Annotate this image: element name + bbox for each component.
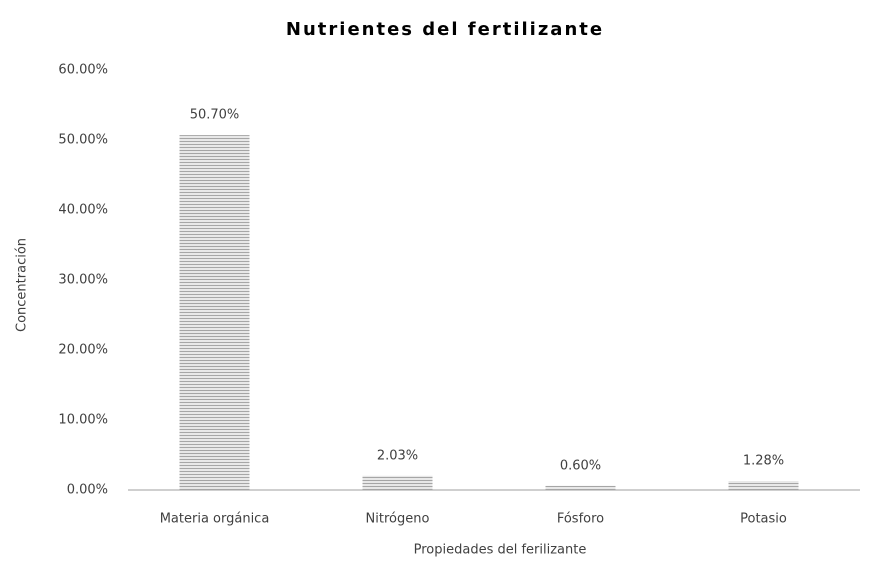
x-tick-label: Fósforo bbox=[557, 512, 604, 527]
y-tick-label: 10.00% bbox=[58, 413, 108, 428]
y-tick-label: 60.00% bbox=[58, 63, 108, 78]
x-tick-label: Potasio bbox=[740, 512, 787, 527]
x-tick-label: Materia orgánica bbox=[160, 512, 270, 527]
bar bbox=[728, 481, 799, 490]
data-label: 0.60% bbox=[560, 458, 601, 473]
y-tick-label: 20.00% bbox=[58, 343, 108, 358]
data-label: 1.28% bbox=[743, 454, 784, 469]
x-tick-label: Nitrógeno bbox=[366, 512, 430, 527]
bar bbox=[545, 485, 616, 490]
y-tick-label: 50.00% bbox=[58, 133, 108, 148]
y-tick-label: 40.00% bbox=[58, 203, 108, 218]
data-label: 2.03% bbox=[377, 448, 418, 463]
x-axis-label: Propiedades del ferilizante bbox=[414, 543, 587, 558]
chart-title: Nutrientes del fertilizante bbox=[286, 19, 604, 40]
bar bbox=[362, 475, 433, 490]
data-label: 50.70% bbox=[190, 108, 240, 123]
bar bbox=[179, 135, 250, 490]
y-tick-label: 30.00% bbox=[58, 273, 108, 288]
y-axis-label: Concentración bbox=[15, 238, 30, 332]
y-tick-label: 0.00% bbox=[67, 483, 108, 498]
